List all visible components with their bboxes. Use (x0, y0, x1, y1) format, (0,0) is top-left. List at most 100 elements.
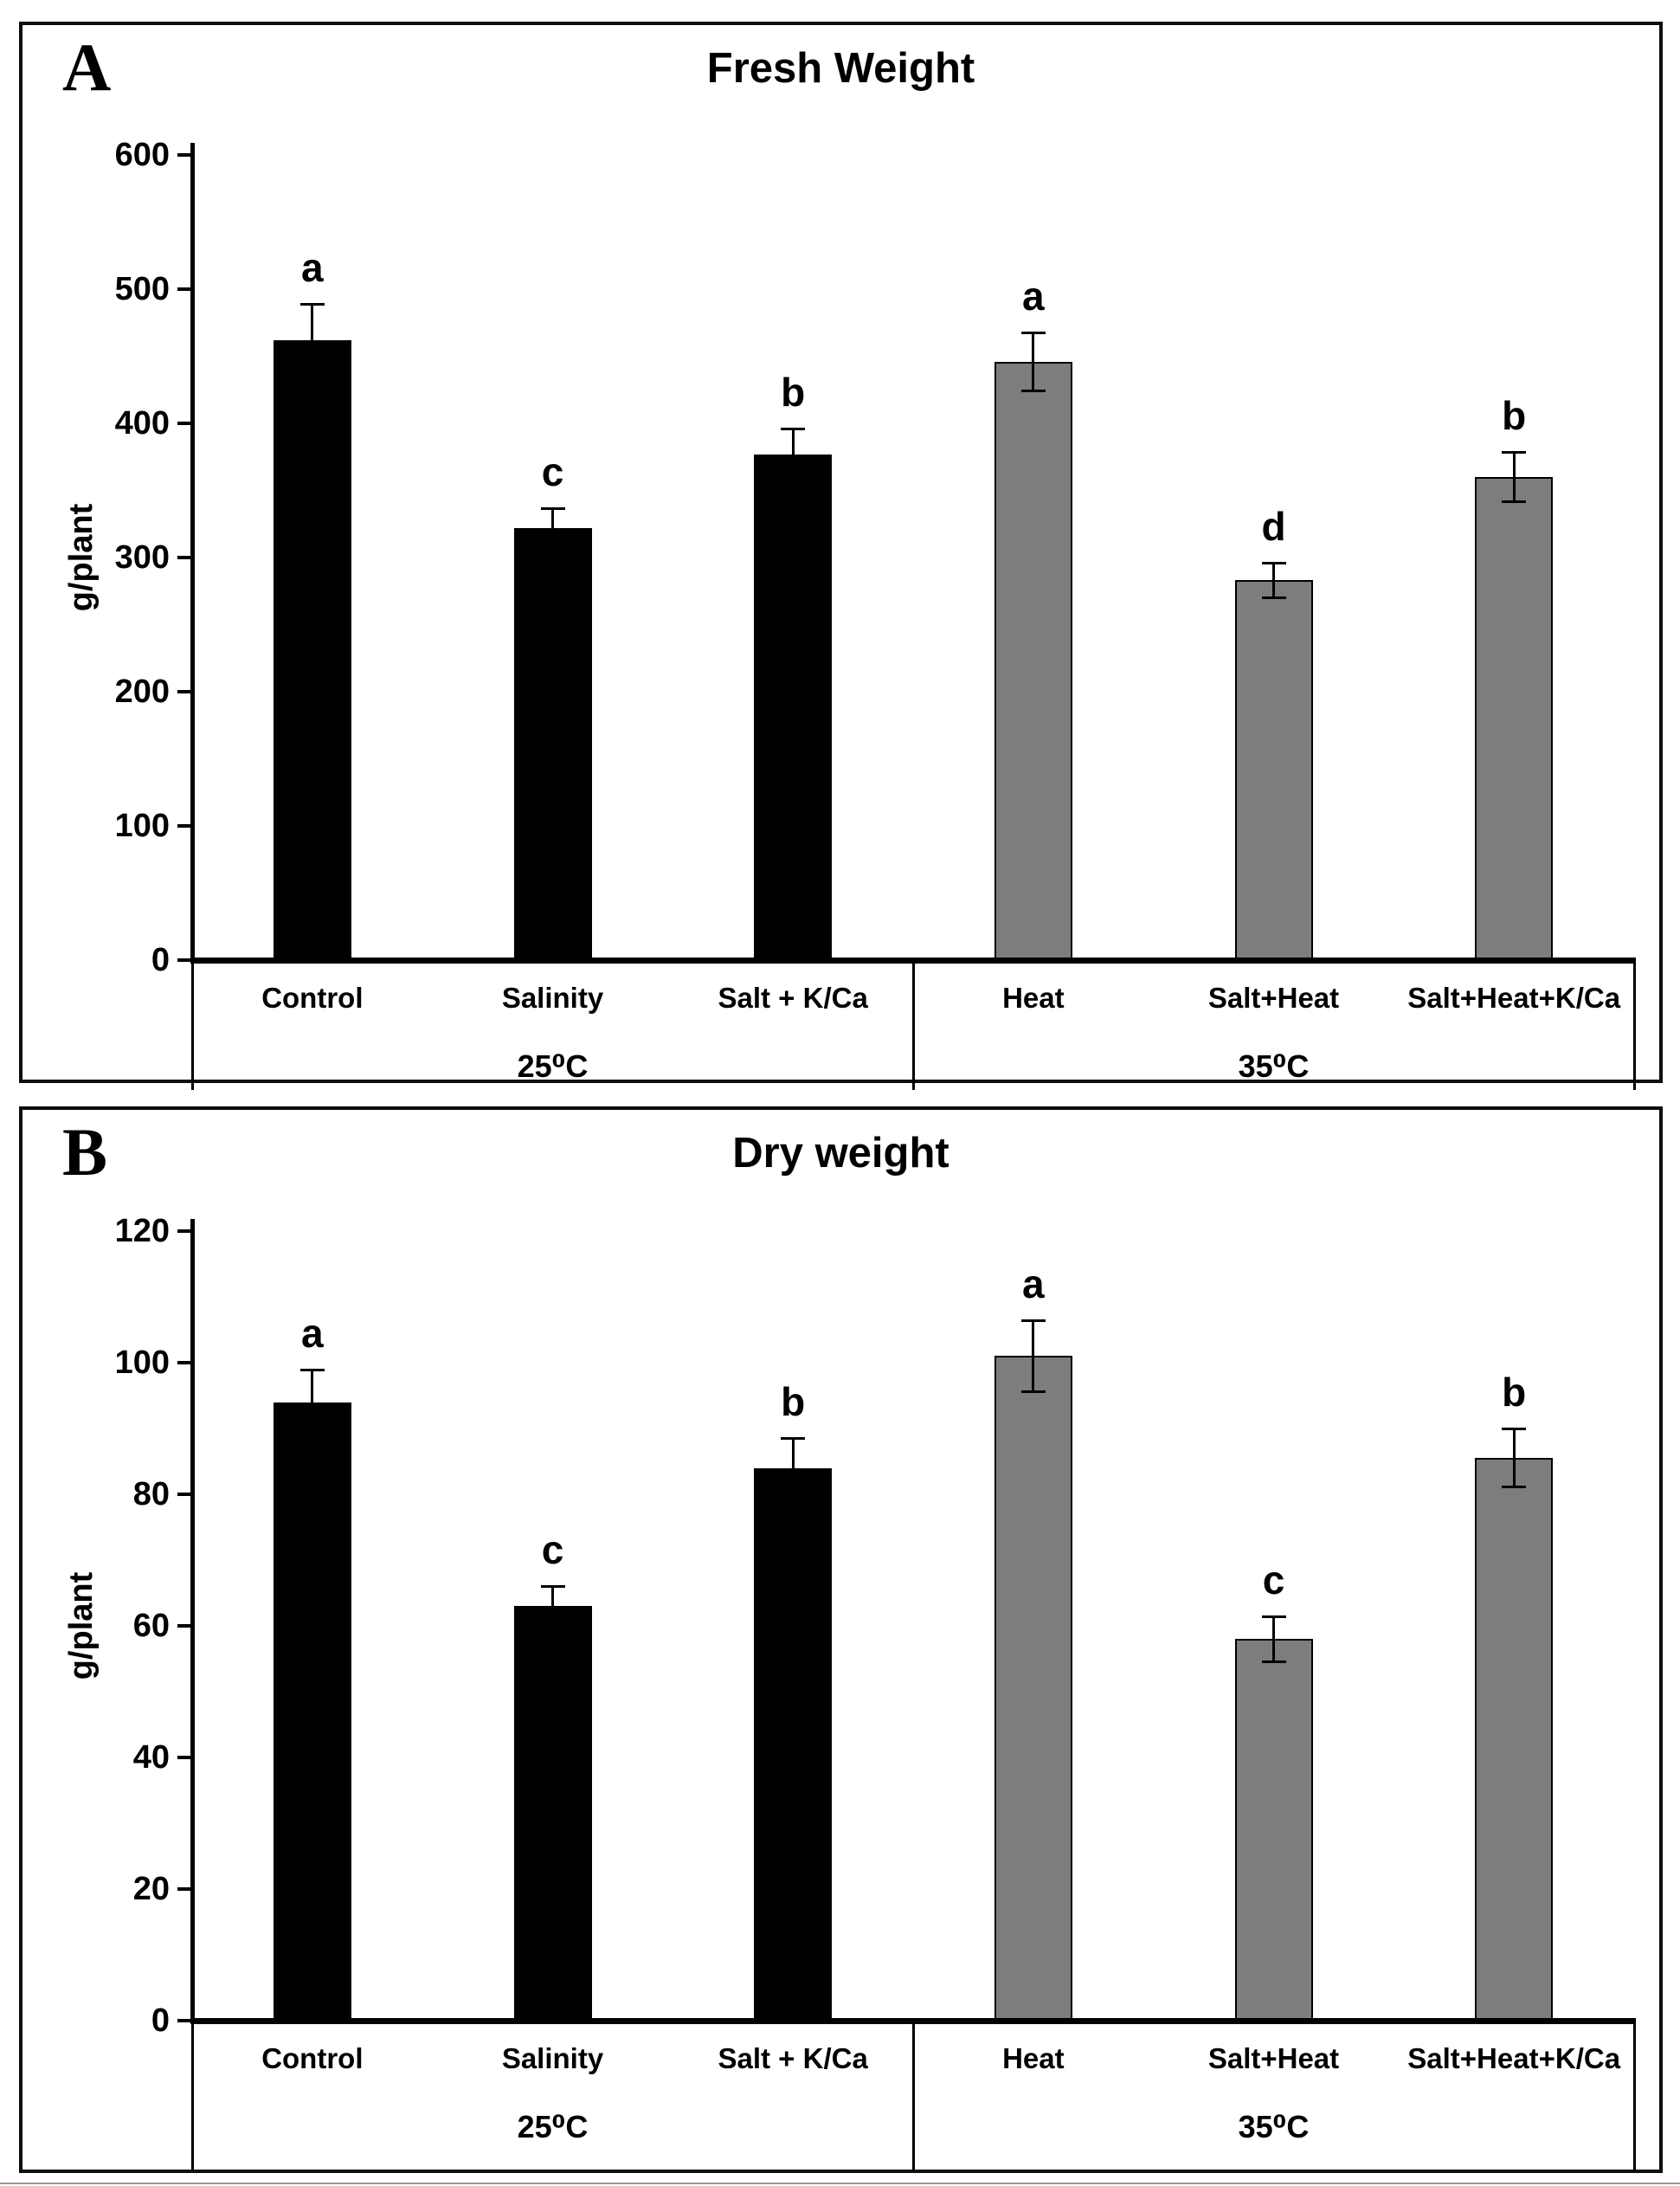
error-bar-cap-top (540, 506, 565, 510)
significance-letter: d (1261, 504, 1286, 550)
significance-letter: b (781, 370, 806, 416)
panel-b-letter: B (62, 1114, 108, 1190)
bar-salinity (513, 1606, 592, 2021)
error-bar-cap-bottom (299, 1433, 325, 1436)
significance-letter: a (1022, 273, 1045, 319)
error-bar-line (791, 1438, 795, 1498)
y-axis-tick (177, 287, 192, 291)
y-axis-tick (177, 2019, 192, 2022)
error-bar-cap-bottom (540, 1624, 565, 1627)
y-axis-tick (177, 958, 192, 962)
error-bar-cap-top (1261, 1615, 1286, 1618)
x-category-label: Salinity (501, 982, 604, 1014)
x-axis-line (190, 958, 1636, 964)
bar-heat (994, 361, 1072, 960)
error-bar-cap-bottom (781, 478, 806, 481)
x-axis-line (190, 2018, 1636, 2024)
group-label: 25⁰C (517, 1048, 589, 1084)
panel-a-letter: A (62, 29, 112, 105)
y-tick-label: 120 (114, 1213, 170, 1249)
error-bar-line (1272, 563, 1275, 598)
x-category-label: Salt+Heat+K/Ca (1407, 982, 1621, 1014)
error-bar-cap-top (540, 1585, 565, 1589)
x-category-label: Salt+Heat (1207, 2042, 1340, 2074)
significance-letter: c (1262, 1557, 1285, 1602)
error-bar-cap-bottom (1502, 1486, 1527, 1489)
y-tick-label: 0 (151, 2002, 170, 2039)
panel-b-plot: 0 20 40 60 80 100 120 a Control c Salinity b Salt + … (115, 1214, 1636, 2171)
label-area-separator (1632, 964, 1636, 1090)
panel-a-title: Fresh Weight (706, 45, 975, 92)
error-bar-cap-bottom (1502, 500, 1527, 504)
error-bar-cap-bottom (1020, 1390, 1046, 1394)
y-axis-tick (177, 1887, 192, 1891)
bar-salinity (513, 527, 592, 960)
error-bar-cap-top (1502, 450, 1527, 454)
group-label: 35⁰C (1238, 1048, 1310, 1084)
y-axis-tick (177, 422, 192, 425)
error-bar-cap-top (1020, 1319, 1046, 1322)
y-tick-label: 400 (114, 405, 170, 442)
error-bar-cap-top (1502, 1428, 1527, 1430)
x-category-label: Salinity (501, 2042, 604, 2074)
error-bar-line (1272, 1615, 1275, 1662)
group-label: 25⁰C (517, 2109, 589, 2144)
bar-heat (994, 1356, 1072, 2021)
label-area-separator (911, 2024, 915, 2171)
bar-salt-heat-k-ca (1475, 477, 1554, 960)
y-axis-line (190, 1219, 195, 2024)
significance-letter: a (301, 245, 324, 291)
error-bar-line (551, 1586, 554, 1626)
y-axis-tick (177, 153, 192, 157)
y-axis-tick (177, 1624, 192, 1628)
y-axis-tick (177, 824, 192, 828)
bar-salt-heat (1234, 1639, 1313, 2021)
error-bar-line (311, 304, 314, 377)
error-bar-cap-top (299, 1368, 325, 1371)
group-label: 35⁰C (1238, 2109, 1310, 2144)
panel-a-plot: 0 100 200 300 400 500 600 a Control c Salinity b Sal… (115, 138, 1636, 1090)
bar-salt-heat-k-ca (1475, 1458, 1554, 2021)
error-bar-cap-top (1261, 562, 1286, 565)
x-category-label: Salt+Heat (1207, 982, 1340, 1014)
y-tick-label: 100 (114, 1344, 170, 1381)
significance-letter: c (541, 448, 564, 494)
x-category-label: Salt + K/Ca (718, 2042, 868, 2074)
label-area-separator (190, 2024, 194, 2171)
bar-salt-k-ca (754, 454, 833, 960)
error-bar-line (1512, 1428, 1516, 1488)
label-area-separator (911, 964, 915, 1090)
error-bar-cap-bottom (1261, 1660, 1286, 1663)
y-axis-line (190, 143, 195, 964)
error-bar-cap-top (299, 303, 325, 306)
y-tick-label: 100 (114, 808, 170, 844)
error-bar-line (1032, 1319, 1035, 1393)
label-area-separator (1632, 2024, 1636, 2171)
y-axis-tick (177, 1493, 192, 1496)
page-bottom-edge-line (0, 2183, 1680, 2184)
bar-salt-k-ca (754, 1467, 833, 2021)
x-category-label: Control (261, 982, 364, 1014)
panel-b: B Dry weight g/plant 0 20 40 60 80 100 120 a Con… (19, 1106, 1663, 2173)
x-category-label: Heat (1002, 982, 1065, 1014)
significance-letter: c (541, 1527, 564, 1573)
error-bar-cap-bottom (540, 546, 565, 550)
label-area-separator (190, 964, 194, 1090)
significance-letter: b (1502, 1370, 1527, 1415)
error-bar-cap-bottom (1020, 389, 1046, 392)
y-axis-tick (177, 1361, 192, 1364)
error-bar-line (551, 507, 554, 549)
significance-letter: b (1502, 392, 1527, 438)
x-category-label: Salt + K/Ca (718, 982, 868, 1014)
error-bar-cap-top (781, 428, 806, 431)
y-tick-label: 40 (132, 1739, 170, 1776)
y-tick-label: 300 (114, 539, 170, 576)
error-bar-cap-top (781, 1437, 806, 1441)
significance-letter: b (781, 1379, 806, 1425)
error-bar-line (791, 429, 795, 480)
y-axis-tick (177, 1229, 192, 1233)
x-category-label: Salt+Heat+K/Ca (1407, 2042, 1621, 2074)
bar-control (273, 339, 351, 960)
error-bar-cap-bottom (299, 374, 325, 377)
